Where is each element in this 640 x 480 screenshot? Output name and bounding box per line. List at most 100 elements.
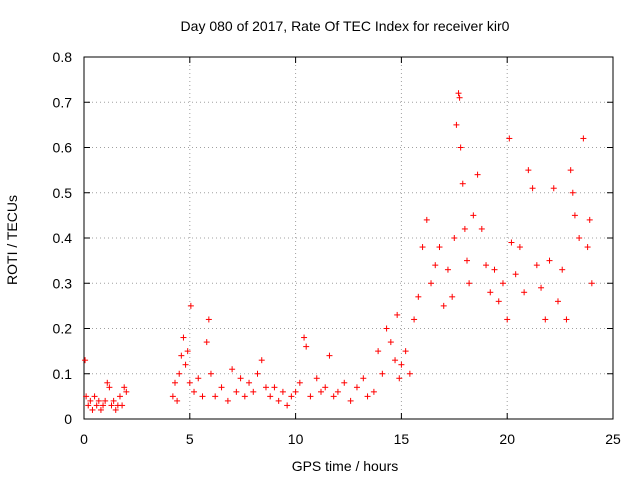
data-point: [284, 402, 291, 409]
data-point: [379, 370, 386, 377]
data-point: [313, 375, 320, 382]
data-point: [521, 289, 528, 296]
data-points: [82, 90, 595, 413]
data-point: [559, 266, 566, 273]
data-point: [550, 185, 557, 192]
data-point: [233, 388, 240, 395]
data-point: [307, 393, 314, 400]
data-point: [178, 352, 185, 359]
data-point: [182, 361, 189, 368]
data-point: [108, 402, 115, 409]
data-point: [569, 189, 576, 196]
data-point: [322, 384, 329, 391]
data-point: [466, 280, 473, 287]
data-point: [387, 339, 394, 346]
data-point: [174, 397, 181, 404]
data-point: [470, 212, 477, 219]
data-point: [453, 121, 460, 128]
x-tick-label: 10: [288, 431, 304, 447]
data-point: [203, 339, 210, 346]
data-point: [241, 393, 248, 400]
data-point: [370, 388, 377, 395]
data-point: [504, 316, 511, 323]
data-point: [394, 311, 401, 318]
data-point: [212, 393, 219, 400]
data-point: [301, 334, 308, 341]
data-point: [87, 397, 94, 404]
data-point: [406, 370, 413, 377]
data-point: [451, 235, 458, 241]
data-point: [262, 384, 269, 391]
y-tick-label: 0: [64, 411, 72, 427]
data-point: [334, 388, 341, 395]
data-point: [576, 235, 583, 241]
data-point: [499, 280, 506, 287]
data-point: [440, 302, 447, 309]
data-point: [82, 357, 89, 364]
data-point: [508, 239, 515, 246]
data-point: [123, 388, 130, 395]
data-point: [533, 262, 540, 269]
grid: [84, 57, 613, 419]
data-point: [459, 180, 466, 187]
data-point: [398, 361, 405, 368]
y-tick-label: 0.1: [53, 366, 73, 382]
data-point: [229, 366, 236, 373]
data-point: [317, 388, 324, 395]
data-point: [375, 348, 382, 355]
chart-title: Day 080 of 2017, Rate Of TEC Index for r…: [181, 18, 510, 34]
data-point: [586, 216, 593, 223]
data-point: [292, 388, 299, 395]
y-tick-label: 0.4: [53, 230, 73, 246]
data-point: [93, 402, 100, 409]
data-point: [364, 393, 371, 400]
data-point: [218, 384, 225, 391]
data-point: [449, 293, 456, 300]
data-point: [95, 397, 102, 404]
y-tick-label: 0.3: [53, 275, 73, 291]
data-point: [119, 402, 126, 409]
data-point: [110, 397, 117, 404]
data-point: [116, 393, 123, 400]
data-point: [97, 406, 104, 413]
data-point: [279, 388, 286, 395]
data-point: [83, 393, 90, 400]
data-point: [191, 388, 198, 395]
data-point: [347, 397, 354, 404]
data-point: [584, 244, 591, 251]
data-point: [176, 370, 183, 377]
data-point: [419, 244, 426, 251]
data-point: [184, 348, 191, 355]
data-point: [461, 225, 468, 232]
data-point: [360, 375, 367, 382]
data-point: [428, 280, 435, 287]
y-tick-label: 0.2: [53, 321, 73, 337]
data-point: [288, 393, 295, 400]
data-point: [455, 90, 462, 97]
data-point: [542, 316, 549, 323]
data-point: [106, 384, 113, 391]
data-point: [271, 384, 278, 391]
data-point: [474, 171, 481, 178]
x-tick-label: 25: [605, 431, 621, 447]
data-point: [436, 244, 443, 251]
data-point: [237, 375, 244, 382]
data-point: [85, 402, 92, 409]
y-tick-label: 0.6: [53, 140, 73, 156]
data-point: [104, 379, 111, 386]
data-point: [100, 402, 107, 409]
data-point: [396, 375, 403, 382]
data-point: [483, 262, 490, 269]
data-point: [567, 167, 574, 174]
data-point: [432, 262, 439, 269]
data-point: [187, 302, 194, 309]
data-point: [102, 397, 109, 404]
data-point: [205, 316, 212, 323]
data-point: [383, 325, 390, 332]
data-point: [456, 94, 463, 101]
x-axis-label: GPS time / hours: [292, 458, 399, 474]
data-point: [180, 334, 187, 341]
x-tick-label: 0: [80, 431, 88, 447]
x-tick-label: 15: [394, 431, 410, 447]
